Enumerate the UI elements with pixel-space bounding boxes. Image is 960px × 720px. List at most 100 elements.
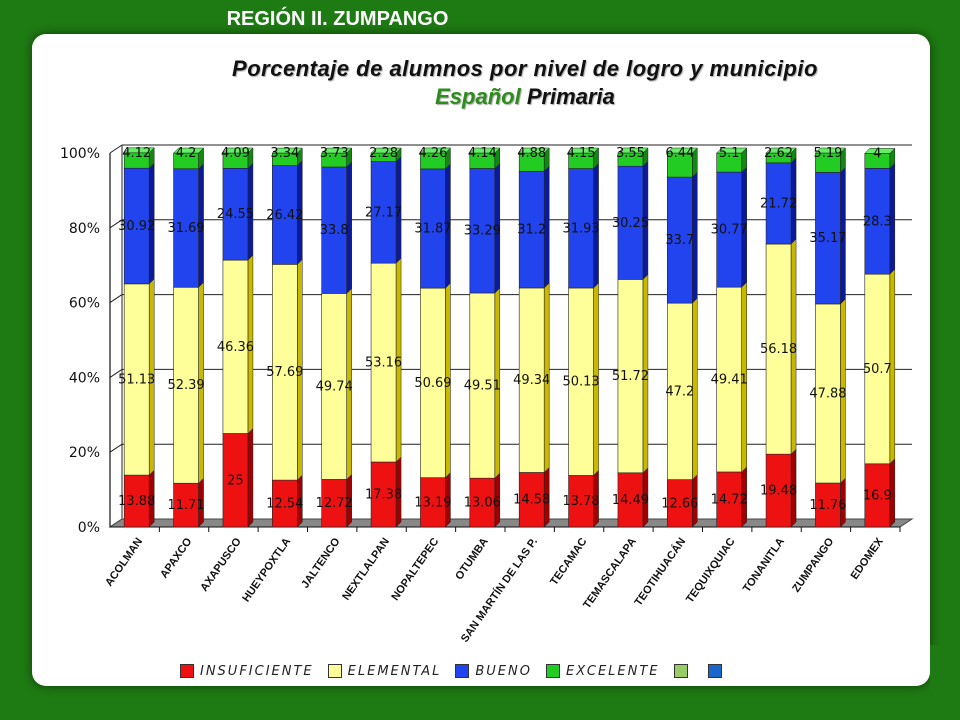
data-label: 4.12 xyxy=(122,146,151,161)
bar-top xyxy=(864,148,896,154)
data-label: 35.17 xyxy=(809,231,846,246)
data-label: 25 xyxy=(227,473,244,488)
bar-top xyxy=(666,147,698,154)
bar-segment-excelente xyxy=(172,147,205,170)
bar-face xyxy=(370,161,397,264)
bar-face xyxy=(864,273,891,465)
data-label: 49.34 xyxy=(513,373,550,388)
bar-segment-bueno xyxy=(420,163,451,289)
bar-segment-insuficiente xyxy=(864,458,896,528)
bar-top xyxy=(518,147,550,154)
data-label: 31.2 xyxy=(517,223,546,238)
bar-face xyxy=(420,168,446,289)
data-label: 50.69 xyxy=(414,376,451,391)
bar-segment-insuficiente xyxy=(518,466,550,528)
bar-segment-excelente xyxy=(567,147,600,170)
bar-face xyxy=(272,165,298,265)
bar-segment-elemental xyxy=(272,258,303,481)
data-label: 53.16 xyxy=(365,356,402,371)
bar-face xyxy=(518,287,545,473)
bar-segment-elemental xyxy=(321,287,352,481)
bar-face xyxy=(469,477,496,528)
x-category-label: EDOMEX xyxy=(849,535,887,581)
bar-face xyxy=(321,166,347,294)
data-label: 57.69 xyxy=(266,365,303,380)
data-label: 3.34 xyxy=(270,146,299,161)
bar-segment-insuficiente xyxy=(173,477,204,528)
data-label: 30.77 xyxy=(711,223,748,238)
data-label: 30.25 xyxy=(612,216,649,231)
data-label: 51.13 xyxy=(118,372,155,387)
bar-face xyxy=(272,264,298,481)
data-label: 33.8 xyxy=(320,223,349,238)
bar-face xyxy=(568,475,594,528)
data-label: 33.29 xyxy=(464,224,501,239)
legend-swatch xyxy=(180,664,194,678)
x-category-label: TECAMAC xyxy=(548,536,589,588)
bar-segment-elemental xyxy=(173,281,204,484)
bar-face xyxy=(222,433,249,528)
data-label: 4.88 xyxy=(517,146,546,161)
data-label: 33.7 xyxy=(665,233,694,248)
bar-top xyxy=(370,147,402,154)
gridline-depth xyxy=(109,368,123,378)
bar-face xyxy=(173,286,199,484)
bar-segment-excelente xyxy=(370,147,402,163)
x-category-label: TONANITLA xyxy=(741,536,787,595)
bar-segment-elemental xyxy=(568,282,599,477)
data-label: 12.72 xyxy=(316,496,353,511)
data-label: 52.39 xyxy=(167,378,204,393)
bar-face xyxy=(370,262,397,463)
legend-label: EXCELENTE xyxy=(565,663,660,679)
bar-face xyxy=(568,168,594,289)
x-category-label: NOPALTEPEC xyxy=(389,536,441,603)
data-label: 49.74 xyxy=(316,379,353,394)
bar-face xyxy=(716,286,742,473)
x-category-label: TEQUIXQUIAC xyxy=(684,536,738,606)
bar-face xyxy=(321,293,347,480)
bar-face xyxy=(370,461,397,528)
legend-item: ELEMENTAL xyxy=(327,664,442,679)
legend-swatch xyxy=(707,664,722,678)
subject-label: Español xyxy=(435,84,521,109)
data-label: 31.69 xyxy=(167,221,204,236)
data-label: 16.9 xyxy=(863,488,892,503)
bar-segment-excelente xyxy=(222,147,254,169)
bar-segment-insuficiente xyxy=(617,467,649,528)
chart-legend: INSUFICIENTE ELEMENTAL BUENO EXCELENTE xyxy=(180,662,742,680)
data-label: 14.58 xyxy=(513,493,550,508)
data-label: 4 xyxy=(873,146,881,161)
legend-item xyxy=(707,664,728,678)
bar-segment-excelente xyxy=(469,147,501,170)
gridline-depth xyxy=(109,219,123,229)
bar-segment-insuficiente xyxy=(667,474,698,528)
bar-segment-insuficiente xyxy=(222,427,254,528)
bar-top xyxy=(172,147,205,154)
legend-label: BUENO xyxy=(475,663,532,679)
data-label: 51.72 xyxy=(612,369,649,384)
bar-top xyxy=(617,147,649,154)
legend-swatch xyxy=(673,664,688,678)
legend-swatch xyxy=(545,664,560,678)
x-category-label: NEXTLALPAN xyxy=(340,536,392,603)
data-label: 46.36 xyxy=(217,340,254,355)
x-category-label: APAXCO xyxy=(158,535,195,580)
bar-top xyxy=(765,147,797,154)
bar-face xyxy=(864,463,891,528)
bar-face xyxy=(469,168,496,294)
legend-item: EXCELENTE xyxy=(545,663,660,679)
data-label: 12.66 xyxy=(661,496,698,511)
y-tick-label: 20% xyxy=(69,445,100,461)
bar-face xyxy=(617,279,644,474)
bar-top xyxy=(567,147,600,154)
data-label: 4.26 xyxy=(418,146,447,161)
data-label: 47.2 xyxy=(665,384,694,399)
bar-segment-insuficiente xyxy=(815,477,846,528)
bar-segment-excelente xyxy=(419,147,452,170)
bar-face xyxy=(222,167,249,261)
bar-segment-excelente xyxy=(666,147,698,178)
x-category-label: HUEYPOXTLA xyxy=(240,536,293,605)
data-label: 27.17 xyxy=(365,205,402,220)
data-label: 5.1 xyxy=(719,146,740,161)
